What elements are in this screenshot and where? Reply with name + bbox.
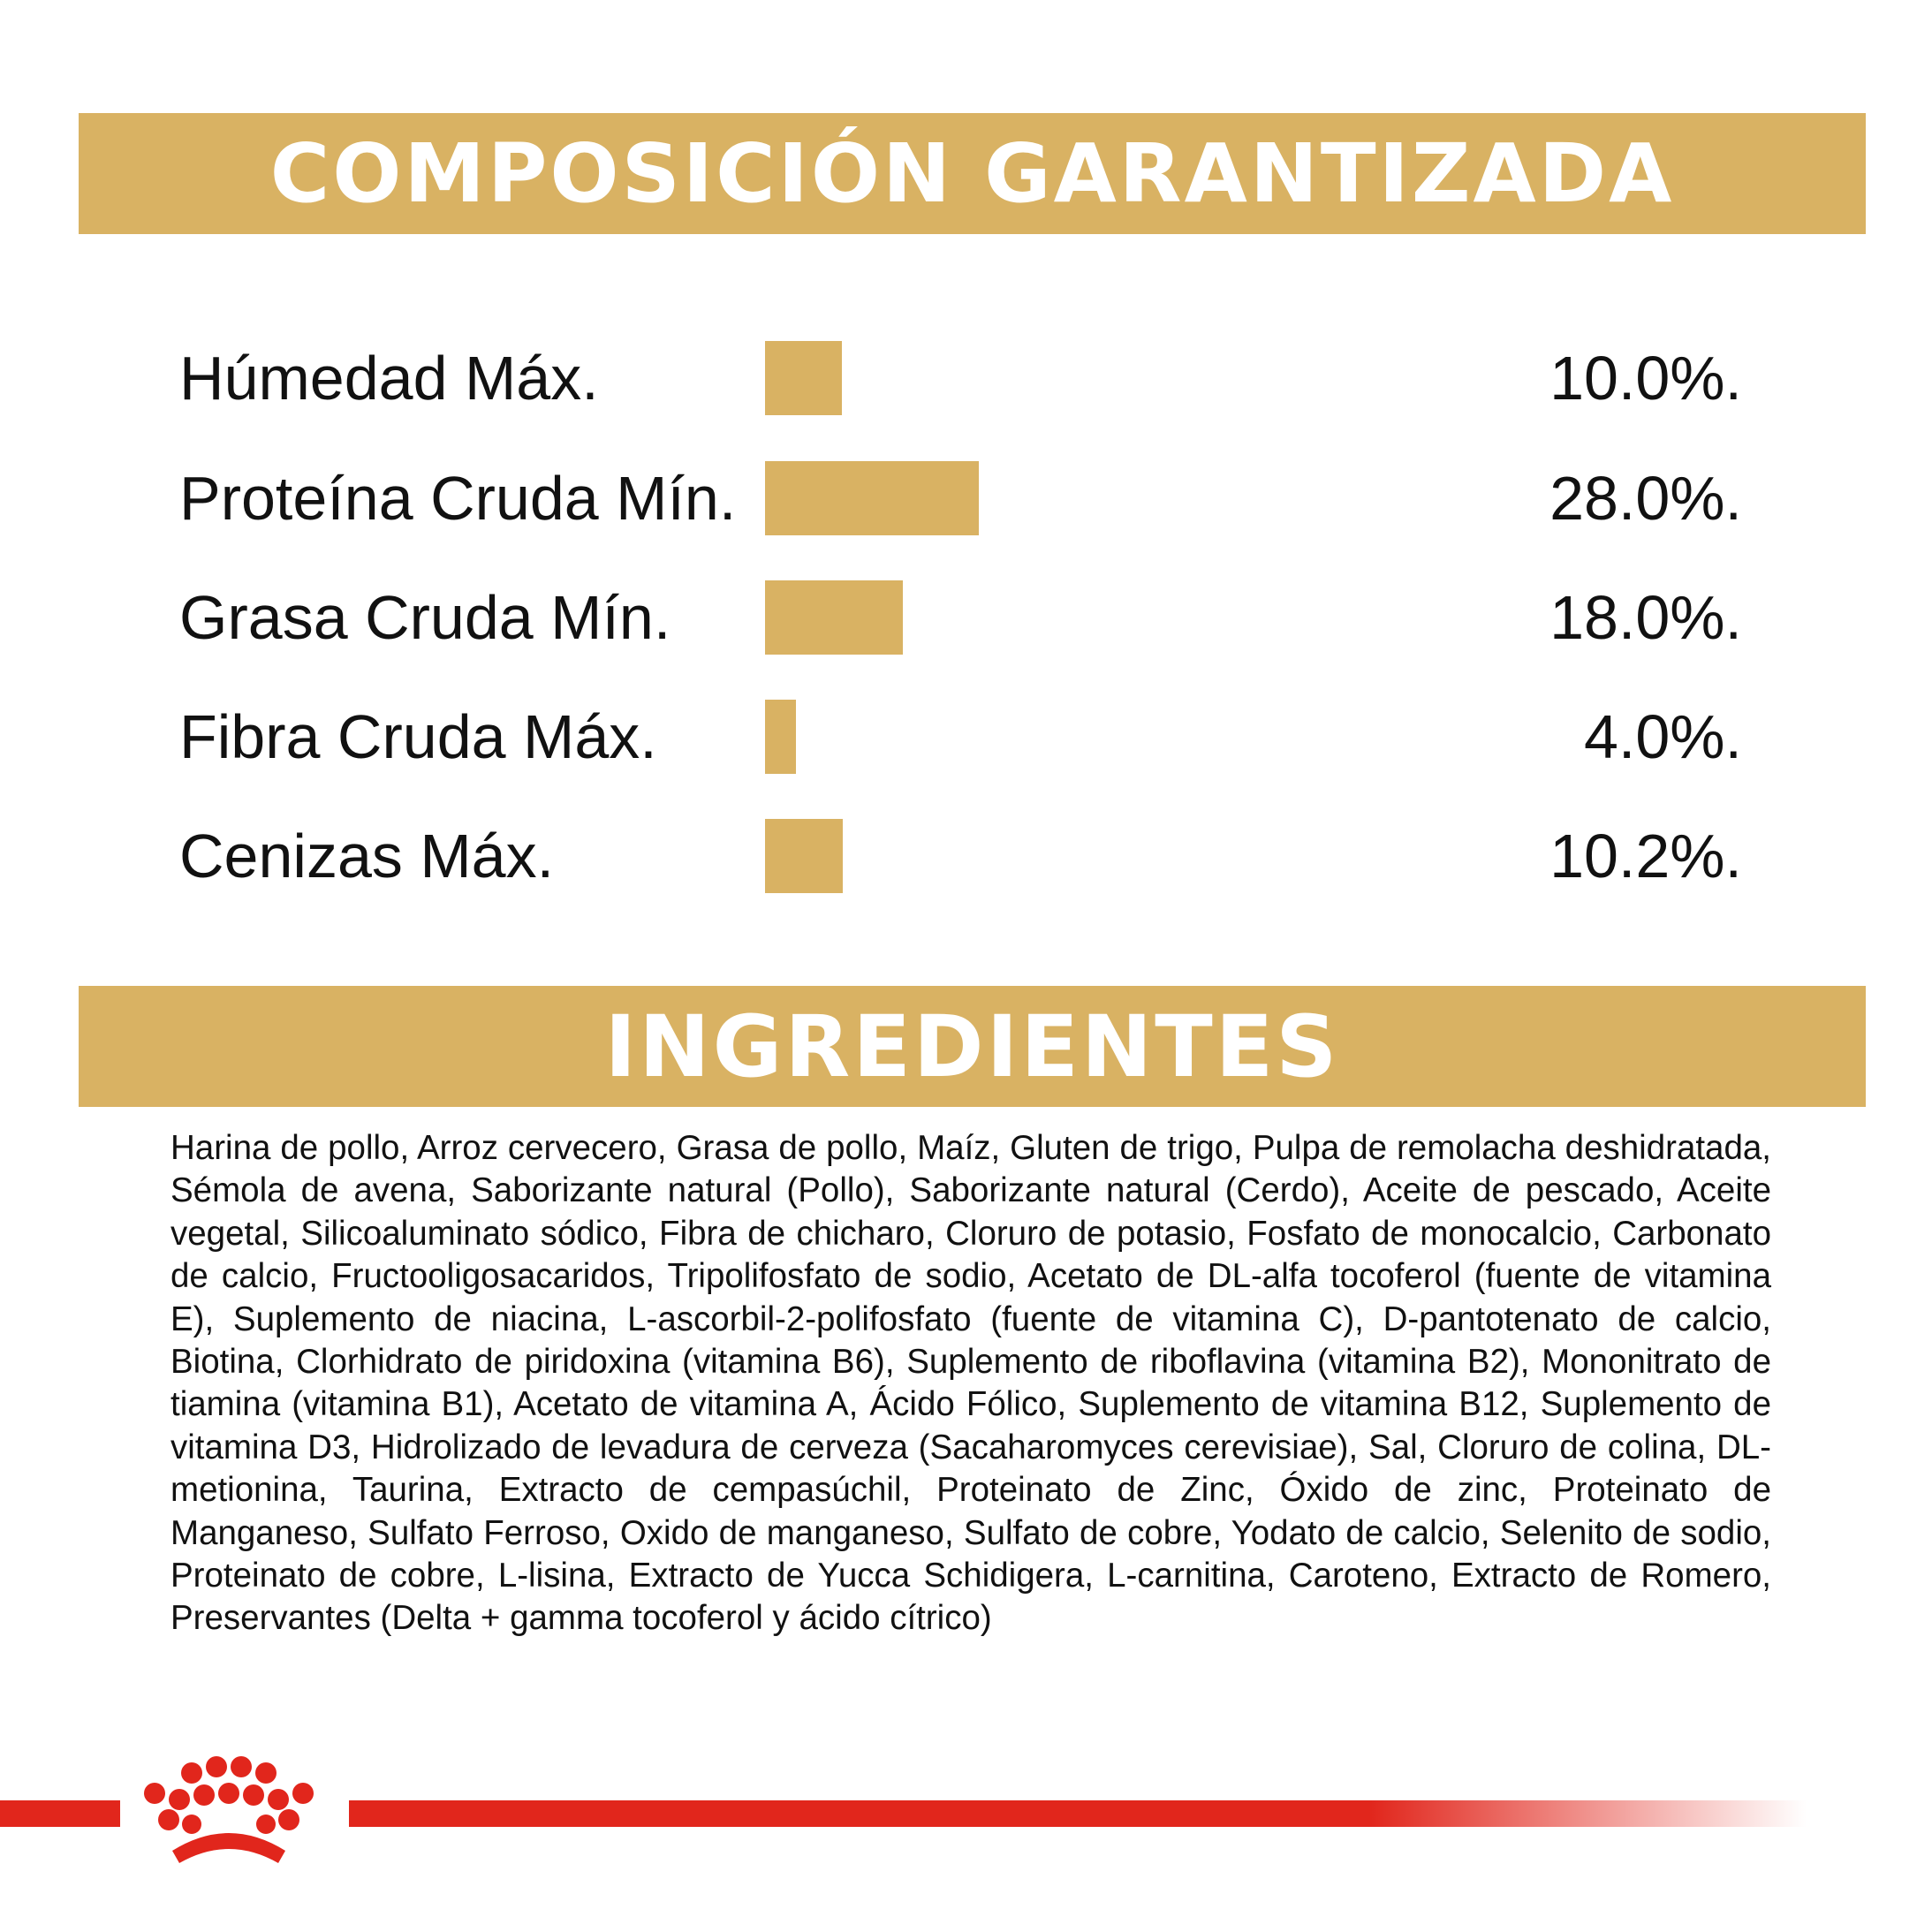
- footer-line-right: [349, 1800, 1807, 1827]
- nutrient-value: 10.0%.: [1549, 344, 1742, 413]
- nutrient-label: Cenizas Máx.: [179, 822, 555, 890]
- nutrient-bar: [765, 700, 796, 774]
- ingredientes-title: INGREDIENTES: [604, 996, 1340, 1096]
- nutrient-row: Húmedad Máx. 10.0%.: [0, 341, 1932, 415]
- nutrient-label: Húmedad Máx.: [179, 344, 599, 413]
- nutrient-row: Proteína Cruda Mín. 28.0%.: [0, 461, 1932, 535]
- nutrient-value: 28.0%.: [1549, 464, 1742, 533]
- ingredientes-banner: INGREDIENTES: [79, 986, 1866, 1107]
- nutrient-label: Grasa Cruda Mín.: [179, 583, 671, 652]
- nutrient-value: 4.0%.: [1584, 702, 1742, 771]
- nutrient-bar: [765, 580, 903, 655]
- nutrient-bar: [765, 461, 979, 535]
- nutrient-value: 18.0%.: [1549, 583, 1742, 652]
- nutrient-label: Fibra Cruda Máx.: [179, 702, 657, 771]
- composicion-title: COMPOSICIÓN GARANTIZADA: [269, 126, 1675, 221]
- nutrient-row: Grasa Cruda Mín. 18.0%.: [0, 580, 1932, 655]
- footer-line-left: [0, 1800, 120, 1827]
- nutrient-label: Proteína Cruda Mín.: [179, 464, 737, 533]
- composicion-banner: COMPOSICIÓN GARANTIZADA: [79, 113, 1866, 234]
- nutrient-bar: [765, 819, 843, 893]
- crown-logo-icon: [144, 1756, 314, 1863]
- ingredients-text: Harina de pollo, Arroz cervecero, Grasa …: [170, 1129, 1771, 1638]
- nutrient-value: 10.2%.: [1549, 822, 1742, 890]
- nutrient-bar: [765, 341, 842, 415]
- nutrient-row: Fibra Cruda Máx. 4.0%.: [0, 700, 1932, 774]
- nutrient-row: Cenizas Máx. 10.2%.: [0, 819, 1932, 893]
